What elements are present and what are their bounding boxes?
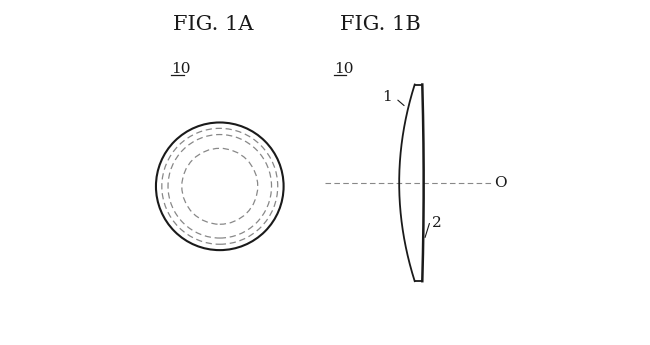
Text: FIG. 1A: FIG. 1A	[173, 14, 253, 34]
Text: 2: 2	[432, 216, 442, 229]
Text: FIG. 1B: FIG. 1B	[340, 14, 421, 34]
Text: 10: 10	[172, 62, 191, 76]
Text: 10: 10	[333, 62, 353, 76]
Text: 1: 1	[382, 90, 392, 104]
Text: O: O	[494, 176, 507, 190]
